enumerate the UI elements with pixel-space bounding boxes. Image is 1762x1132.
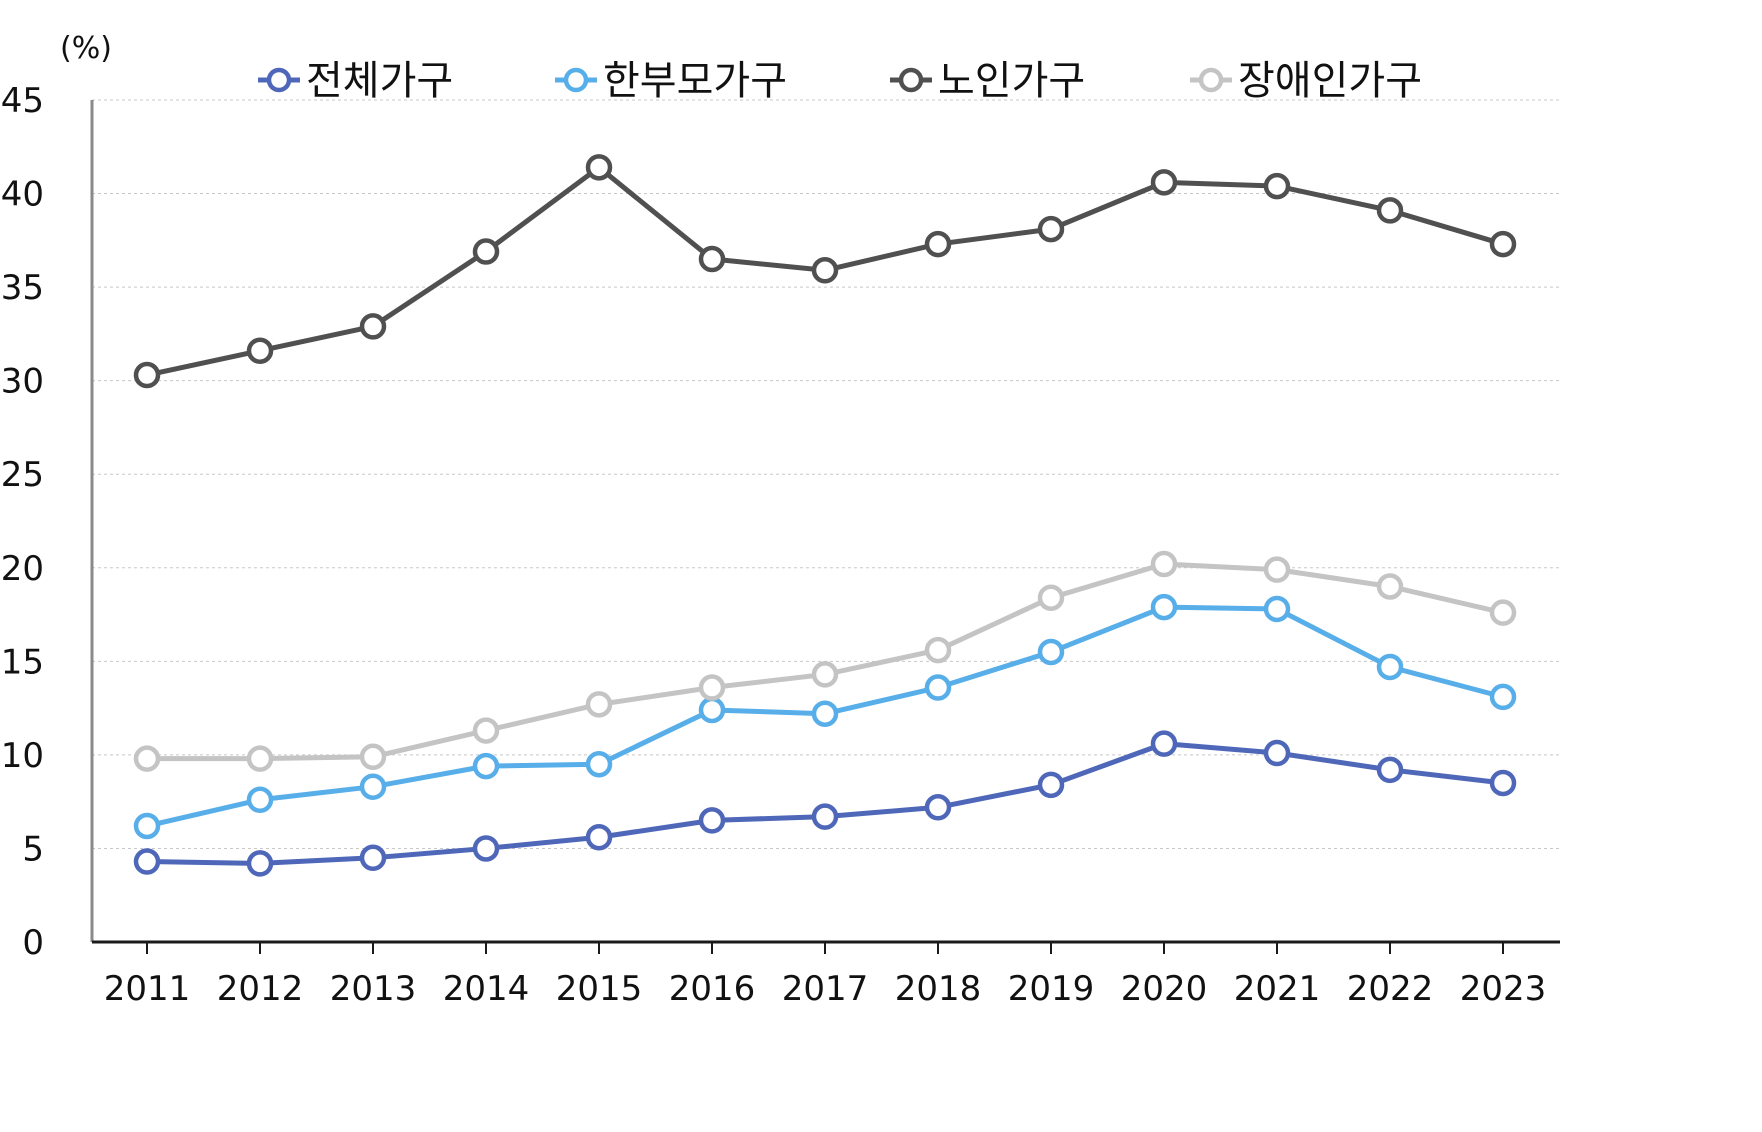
data-point-marker — [1150, 550, 1178, 578]
x-tick-label: 2015 — [556, 969, 643, 1009]
data-point-marker — [1037, 584, 1065, 611]
data-point-marker — [133, 361, 161, 389]
data-point-marker — [811, 803, 839, 830]
data-point-marker — [359, 844, 387, 872]
data-point-marker — [924, 794, 952, 821]
data-point-marker — [1150, 730, 1178, 757]
x-tick-label: 2013 — [330, 969, 417, 1009]
data-point-marker — [698, 674, 726, 701]
data-point-marker — [1263, 172, 1291, 200]
legend: 전체가구 한부모가구 노인가구 장애인가구 — [258, 58, 1422, 104]
y-tick-label: 10 — [1, 736, 44, 776]
data-point-marker — [359, 743, 387, 771]
legend-entry: 한부모가구 — [555, 58, 787, 104]
legend-marker-swatch — [898, 67, 924, 93]
data-point-marker — [472, 717, 500, 744]
y-tick-label: 45 — [1, 81, 44, 121]
x-tick-label: 2019 — [1008, 969, 1095, 1009]
data-point-marker — [1376, 653, 1404, 681]
data-point-marker — [1263, 595, 1291, 623]
legend-entry: 전체가구 — [258, 58, 453, 104]
data-point-marker — [698, 696, 726, 724]
data-point-marker — [359, 773, 387, 800]
data-point-marker — [1037, 638, 1065, 666]
series-group — [133, 593, 1517, 840]
data-point-marker — [1263, 739, 1291, 767]
data-point-marker — [1263, 556, 1291, 583]
x-tick-label: 2018 — [895, 969, 982, 1009]
y-tick-label: 25 — [1, 455, 44, 495]
data-point-marker — [133, 848, 161, 875]
data-point-marker — [698, 807, 726, 834]
x-tick-label: 2011 — [104, 969, 191, 1009]
gridlines — [92, 99, 1560, 849]
data-point-marker — [1150, 593, 1178, 621]
data-point-marker — [246, 337, 274, 364]
data-point-marker — [472, 835, 500, 862]
legend-marker-swatch — [266, 67, 292, 93]
y-tick-label: 15 — [1, 642, 44, 682]
data-point-marker — [924, 230, 952, 258]
x-tick-label: 2012 — [217, 969, 304, 1009]
data-point-marker — [133, 745, 161, 772]
data-point-marker — [1489, 599, 1517, 626]
x-tick-label: 2020 — [1121, 969, 1208, 1009]
axes: 0 5 10 15 20 25 30 35 40 45 2011 2012 2013 2014 2015 20… — [1, 81, 1560, 1009]
y-tick-label: 0 — [22, 923, 44, 963]
data-point-marker — [1376, 197, 1404, 224]
data-point-marker — [359, 313, 387, 340]
y-axis-unit-label: (%) — [60, 31, 112, 66]
legend-entry: 노인가구 — [890, 58, 1085, 104]
x-tick-label: 2017 — [782, 969, 869, 1009]
x-tick-label: 2022 — [1347, 969, 1434, 1009]
data-point-marker — [811, 257, 839, 284]
legend-entry: 장애인가구 — [1190, 58, 1422, 104]
data-point-marker — [472, 238, 500, 265]
data-point-marker — [246, 786, 274, 814]
data-point-marker — [133, 812, 161, 840]
x-tick-label: 2016 — [669, 969, 756, 1009]
data-point-marker — [1489, 230, 1517, 258]
data-point-marker — [585, 823, 613, 851]
data-point-marker — [585, 691, 613, 718]
series-group — [133, 550, 1517, 772]
series-group — [133, 154, 1517, 389]
data-point-marker — [585, 750, 613, 778]
x-tick-label: 2014 — [443, 969, 530, 1009]
data-point-marker — [246, 745, 274, 772]
y-tick-label: 35 — [1, 268, 44, 308]
x-tick-label: 2023 — [1460, 969, 1547, 1009]
legend-label: 노인가구 — [938, 58, 1085, 104]
x-tick-label: 2021 — [1234, 969, 1321, 1009]
y-tick-label: 30 — [1, 362, 44, 402]
data-point-marker — [924, 674, 952, 701]
legend-label: 장애인가구 — [1238, 58, 1422, 104]
data-point-marker — [698, 245, 726, 273]
data-point-marker — [1489, 769, 1517, 797]
legend-label: 한부모가구 — [603, 58, 787, 104]
data-point-marker — [811, 700, 839, 727]
y-tick-label: 40 — [1, 175, 44, 215]
data-point-marker — [246, 850, 274, 877]
y-tick-label: 5 — [22, 829, 44, 869]
data-point-marker — [585, 154, 613, 181]
legend-label: 전체가구 — [306, 58, 453, 104]
data-point-marker — [472, 752, 500, 780]
series-group — [133, 730, 1517, 877]
y-tick-label: 20 — [1, 549, 44, 589]
data-point-marker — [1376, 756, 1404, 784]
data-point-marker — [1150, 169, 1178, 196]
legend-marker-swatch — [563, 67, 589, 93]
series-lines — [133, 154, 1517, 877]
data-point-marker — [1489, 683, 1517, 711]
data-point-marker — [1037, 215, 1065, 243]
data-point-marker — [924, 636, 952, 664]
data-point-marker — [811, 661, 839, 688]
data-point-marker — [1037, 771, 1065, 799]
legend-marker-swatch — [1198, 67, 1224, 93]
data-point-marker — [1376, 573, 1404, 600]
